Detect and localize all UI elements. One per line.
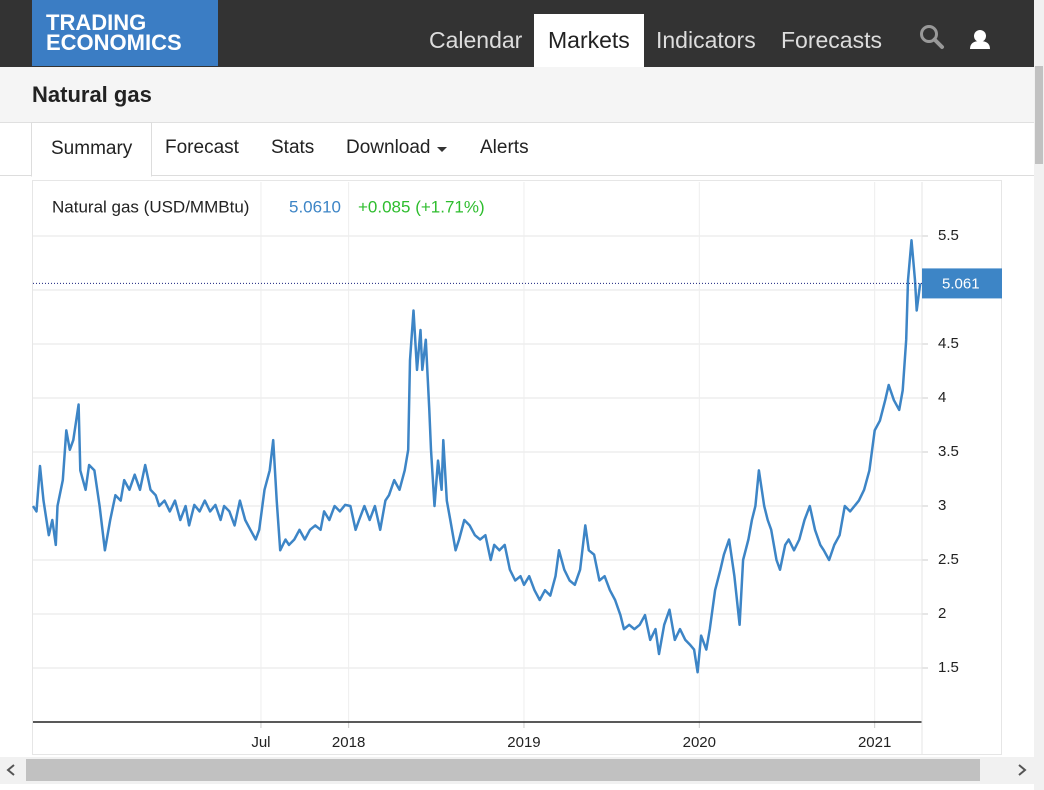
logo-line: TRADING bbox=[46, 10, 147, 35]
menu-item[interactable]: Calendar bbox=[429, 27, 523, 53]
chart: Natural gas (USD/MMBtu) 5.0610 +0.085 (+… bbox=[32, 180, 1002, 755]
tab[interactable]: Stats bbox=[271, 137, 315, 158]
y-tick-label: 2 bbox=[938, 605, 946, 622]
search-icon[interactable] bbox=[918, 24, 946, 50]
last-price-badge bbox=[922, 268, 1002, 299]
scroll-thumb[interactable] bbox=[1035, 66, 1043, 164]
y-tick-label: 2.5 bbox=[938, 551, 959, 568]
y-tick-label: 3 bbox=[938, 497, 946, 514]
x-tick-label: 2019 bbox=[507, 734, 540, 751]
dropdown-caret bbox=[437, 147, 447, 152]
top-nav: TRADING ECONOMICS Calendar Markets Indic… bbox=[0, 0, 1034, 67]
x-tick-label: Jul bbox=[251, 734, 270, 751]
page-title: Natural gas bbox=[32, 82, 152, 107]
y-tick-label: 4 bbox=[938, 389, 946, 406]
title-bar: Natural gas bbox=[0, 67, 1034, 123]
user-icon[interactable] bbox=[968, 29, 992, 51]
last-price-label: 5.061 bbox=[942, 275, 980, 292]
price-line bbox=[32, 239, 922, 674]
scroll-thumb[interactable] bbox=[26, 759, 980, 781]
horizontal-scrollbar[interactable] bbox=[0, 757, 1034, 784]
menu-item[interactable]: Markets bbox=[534, 14, 644, 67]
y-tick-label: 4.5 bbox=[938, 335, 959, 352]
chart-title: Natural gas (USD/MMBtu) bbox=[52, 197, 249, 216]
chart-frame bbox=[32, 180, 1002, 755]
tab-row bbox=[0, 122, 1034, 176]
y-tick-label: 1.5 bbox=[938, 659, 959, 676]
y-tick-label: 3.5 bbox=[938, 443, 959, 460]
x-tick-label: 2020 bbox=[683, 734, 716, 751]
menu-item[interactable]: Forecasts bbox=[781, 27, 882, 53]
x-tick-label: 2021 bbox=[858, 734, 891, 751]
scroll-left[interactable] bbox=[6, 764, 16, 776]
logo[interactable]: TRADING ECONOMICS bbox=[32, 0, 218, 66]
vertical-scrollbar[interactable] bbox=[1034, 0, 1044, 790]
y-tick-label: 5.5 bbox=[938, 227, 959, 244]
logo-line: ECONOMICS bbox=[46, 30, 182, 55]
price-change: +0.085 (+1.71%) bbox=[358, 197, 485, 216]
tab[interactable]: Forecast bbox=[165, 137, 239, 158]
price: 5.0610 bbox=[289, 197, 341, 216]
x-tick-label: 2018 bbox=[332, 734, 365, 751]
tab[interactable]: Download bbox=[346, 137, 431, 158]
menu-item[interactable]: Indicators bbox=[656, 27, 756, 53]
tab[interactable]: Alerts bbox=[480, 137, 529, 158]
scroll-right[interactable] bbox=[1017, 764, 1027, 776]
tab[interactable]: Summary bbox=[31, 122, 153, 177]
